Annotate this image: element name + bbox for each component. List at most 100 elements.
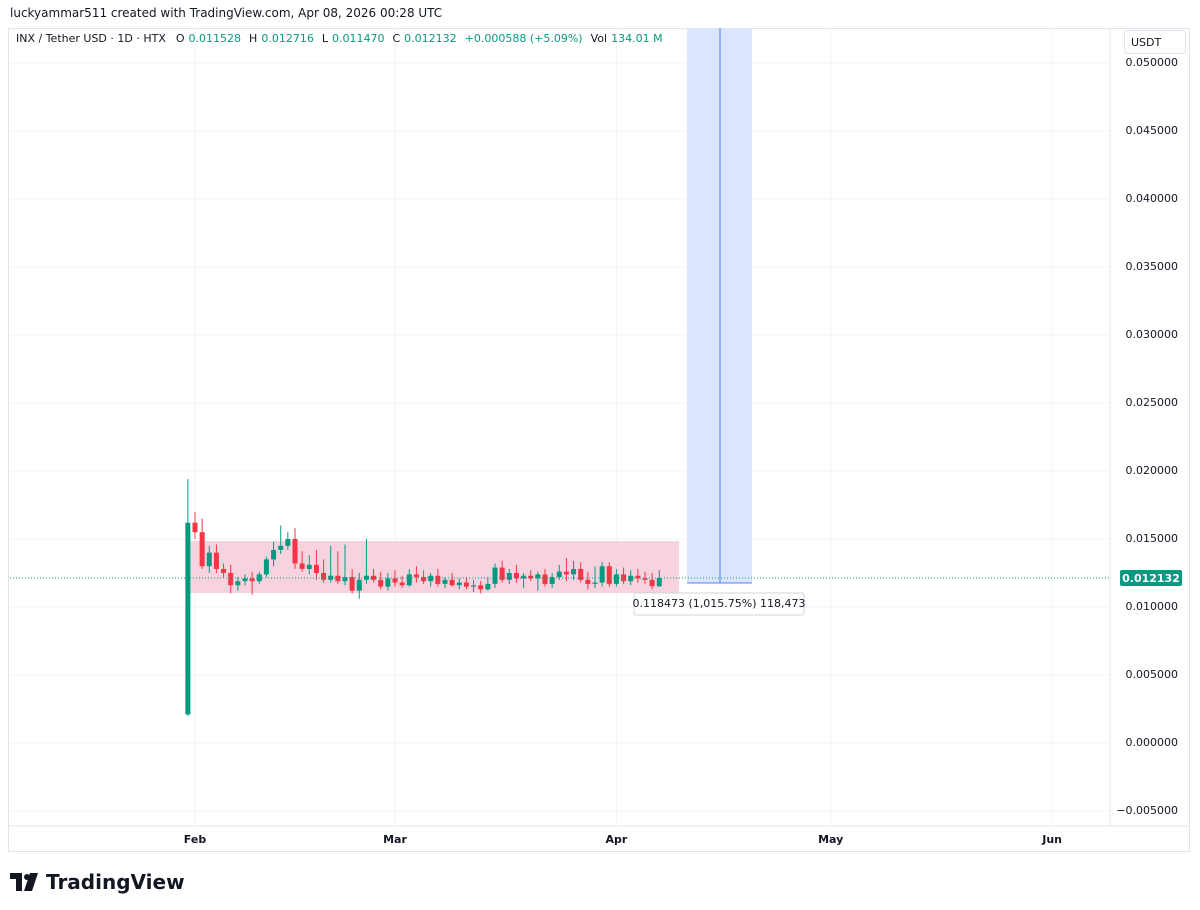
candle-body (521, 575, 527, 579)
x-tick-label: Mar (383, 833, 407, 846)
candle-body (535, 574, 541, 579)
candle-body (313, 564, 319, 574)
candle-body (363, 575, 369, 580)
y-tick-label: 0.015000 (1126, 532, 1179, 545)
measure-box (687, 28, 752, 583)
candle-body (506, 573, 512, 580)
candle-body (456, 582, 462, 586)
x-tick-label: Feb (184, 833, 207, 846)
candle-body (492, 567, 498, 584)
ohlc-value: 0.011470 (331, 32, 385, 45)
candle-body (285, 539, 291, 546)
candle-body (378, 579, 384, 587)
candle-body (478, 585, 484, 590)
candle-body (563, 571, 569, 575)
y-tick-label: 0.025000 (1126, 396, 1179, 409)
candle-body (542, 574, 548, 584)
y-tick-label: 0.050000 (1126, 56, 1179, 69)
y-tick-label: 0.040000 (1126, 192, 1179, 205)
last-price-badge (1120, 570, 1182, 587)
candle-body (656, 578, 662, 587)
candle-body (413, 574, 419, 578)
candle-body (242, 578, 248, 582)
y-tick-label: 0.010000 (1126, 600, 1179, 613)
candle-body (392, 578, 398, 583)
candle-body (628, 575, 634, 582)
y-tick-label: −0.005000 (1116, 804, 1178, 817)
candle-body (342, 577, 348, 582)
ohlc-value: 0.012716 (261, 32, 314, 45)
candle-body (449, 579, 455, 586)
candle-body (263, 559, 269, 575)
y-tick-label: 0.035000 (1126, 260, 1179, 273)
candle-body (485, 583, 491, 590)
ohlc-label: H (249, 32, 258, 45)
candle-body (571, 568, 577, 575)
symbol: INX / Tether USD · 1D · HTX (16, 32, 166, 45)
y-tick-label: 0.045000 (1126, 124, 1179, 137)
candle-body (328, 575, 334, 580)
candle-body (306, 564, 312, 569)
candle-body (235, 581, 241, 586)
candle-body (649, 579, 655, 587)
candle-body (528, 575, 534, 579)
logo-text: TradingView (46, 870, 185, 894)
candle-body (613, 574, 619, 584)
candle-body (585, 579, 591, 584)
candle-body (221, 568, 227, 574)
x-tick-label: Jun (1041, 833, 1062, 846)
candle-body (606, 566, 612, 584)
y-tick-label: 0.020000 (1126, 464, 1179, 477)
grid (10, 28, 1110, 826)
candle-body (549, 577, 555, 584)
header: luckyammar511 created with TradingView.c… (10, 6, 443, 20)
currency-button[interactable]: USDT (1124, 30, 1186, 54)
candle-body (642, 578, 648, 580)
candle-body (599, 566, 605, 583)
candle-body (592, 582, 598, 584)
candle-body (556, 571, 562, 578)
candle-body (435, 575, 441, 584)
vol-value: 134.01 M (611, 32, 663, 45)
candle-body (349, 577, 355, 591)
candle-body (406, 574, 412, 586)
range-box (188, 541, 679, 593)
ohlc-label: C (392, 32, 401, 45)
ohlc-label: L (321, 32, 328, 45)
candles (185, 479, 662, 716)
measure-label-box (633, 592, 805, 616)
measure-label: 0.118473 (1,015.75%) 118,473 (633, 597, 806, 610)
candle-body (471, 585, 477, 587)
candle-body (385, 578, 391, 587)
candle-body (249, 578, 255, 582)
vol-label: Vol (590, 32, 608, 45)
candle-body (278, 545, 284, 550)
candle-body (621, 574, 627, 582)
candle-body (271, 549, 277, 560)
candle-body (578, 568, 584, 580)
candle-body (228, 573, 234, 586)
chart: 0.118473 (1,015.75%) 118,473 −0.005000 0.… (8, 28, 1190, 852)
candle-body (356, 579, 362, 591)
candle-body (499, 567, 505, 580)
candle-body (292, 539, 298, 564)
y-tick-label: 0.030000 (1126, 328, 1179, 341)
candle-body (299, 563, 305, 569)
chart-frame (8, 28, 1190, 852)
ohlc-label: O (175, 32, 185, 45)
candle-body (635, 575, 641, 579)
change: +0.000588 (+5.09%) (464, 32, 583, 45)
candle-body (442, 579, 448, 584)
candle-body (206, 552, 212, 567)
ohlc-value: 0.012132 (404, 32, 457, 45)
candle-body (185, 522, 191, 715)
candle-body (513, 573, 519, 579)
candle-body (321, 573, 327, 580)
ohlc-value: 0.011528 (188, 32, 242, 45)
y-tick-label: 0.005000 (1126, 668, 1179, 681)
y-tick-label: 0.000000 (1126, 736, 1179, 749)
x-tick-label: May (818, 833, 843, 846)
candle-body (213, 552, 219, 569)
